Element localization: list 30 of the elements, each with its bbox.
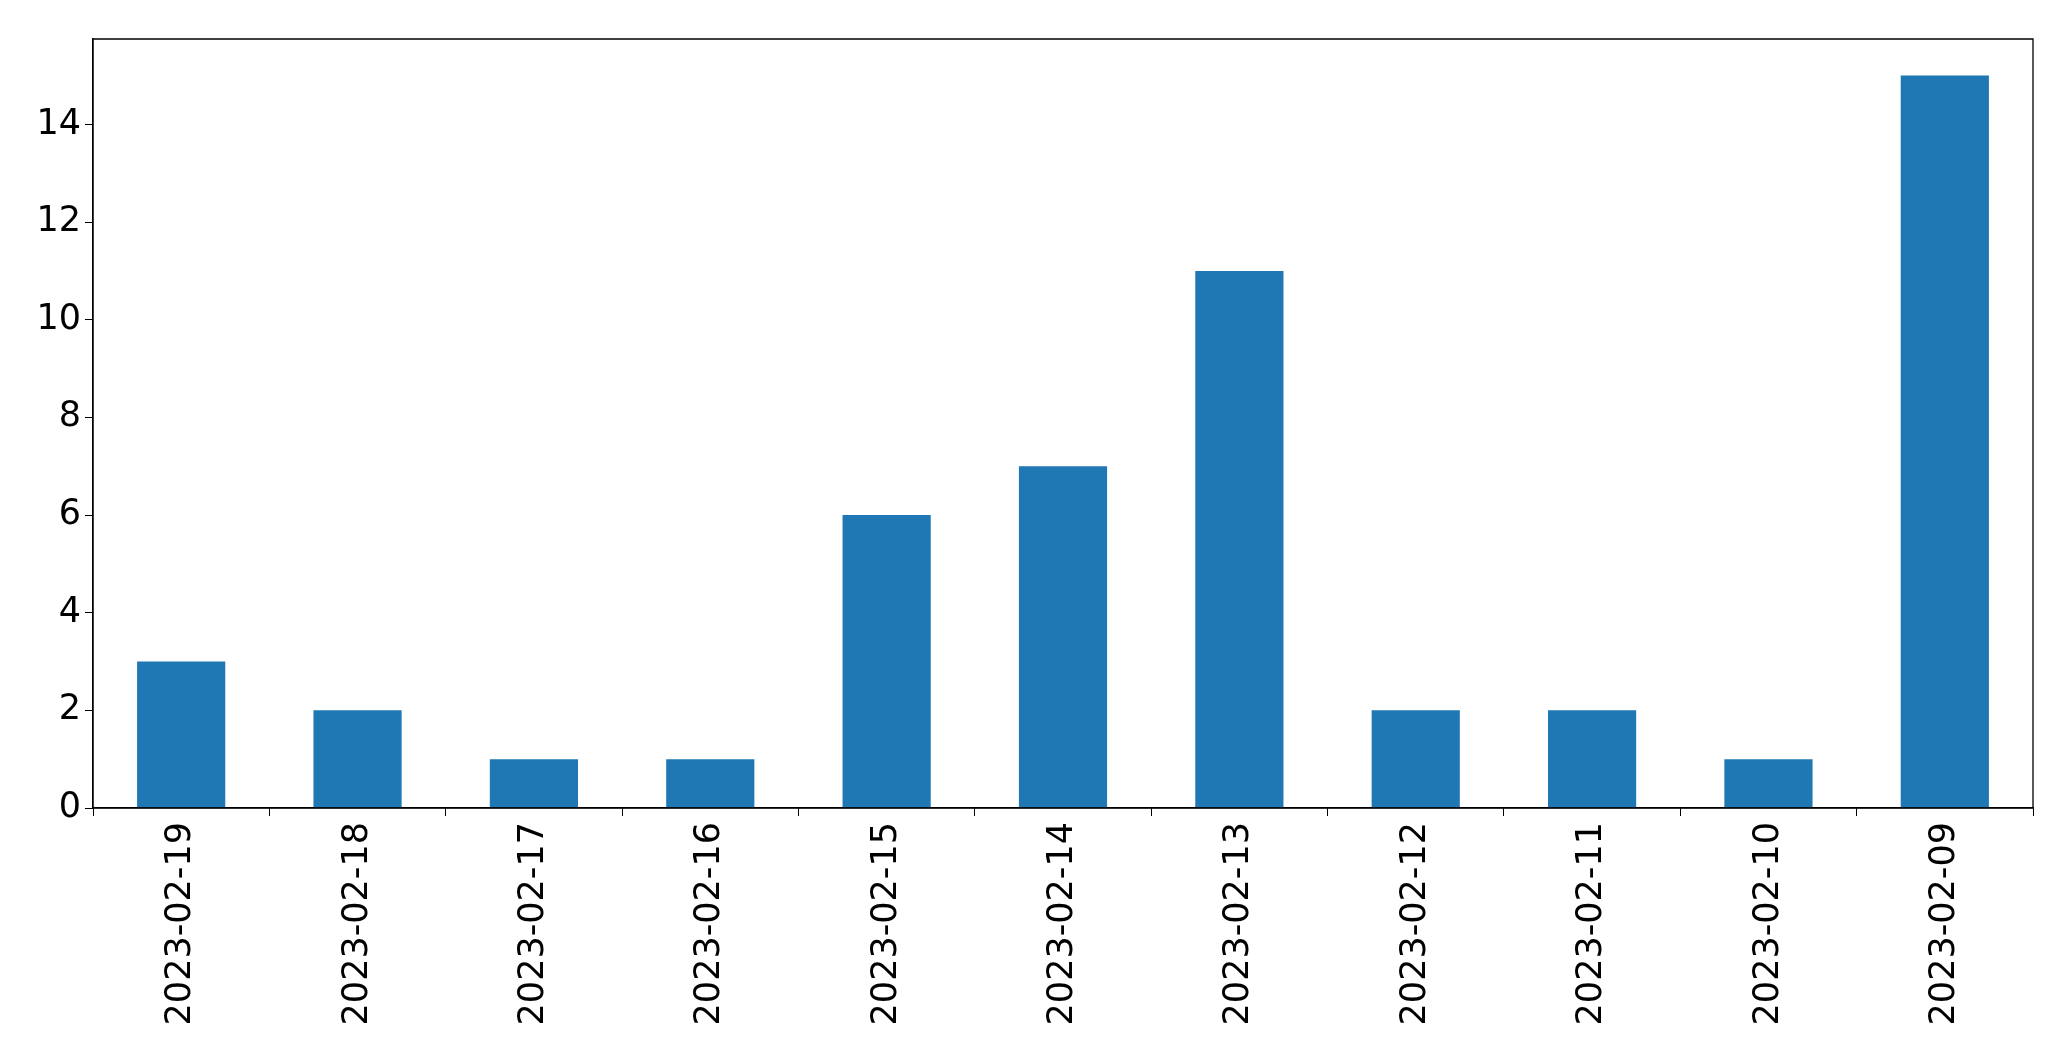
x-tick-label: 2023-02-13 [1216, 822, 1257, 1026]
y-tick-label: 6 [58, 492, 81, 533]
x-tick-label: 2023-02-18 [334, 822, 375, 1026]
y-tick-label: 2 [58, 687, 81, 728]
y-tick-label: 0 [58, 785, 81, 826]
bar [313, 710, 402, 808]
y-tick-label: 14 [36, 101, 81, 142]
x-tick-label: 2023-02-17 [511, 822, 551, 1026]
y-tick-label: 12 [36, 199, 81, 240]
bar [137, 661, 226, 808]
x-tick-label: 2023-02-19 [158, 822, 199, 1026]
bar [842, 515, 931, 808]
x-tick-label: 2023-02-16 [687, 822, 728, 1026]
bar [1900, 75, 1989, 808]
x-tick-label: 2023-02-09 [1921, 822, 1962, 1026]
x-tick-label: 2023-02-11 [1569, 822, 1610, 1026]
bar [1371, 710, 1460, 808]
x-tick-label: 2023-02-10 [1745, 822, 1786, 1026]
bar [1018, 466, 1108, 808]
y-tick-label: 4 [58, 589, 81, 630]
x-tick-label: 2023-02-15 [863, 822, 904, 1026]
bar [1195, 270, 1284, 808]
bar [666, 759, 755, 808]
bar [1724, 759, 1813, 808]
x-tick-label: 2023-02-12 [1392, 822, 1433, 1026]
bar [489, 759, 578, 808]
bar [1548, 710, 1637, 808]
y-tick-label: 10 [36, 296, 81, 337]
x-tick-label: 2023-02-14 [1040, 822, 1081, 1026]
y-tick-label: 8 [58, 394, 81, 435]
